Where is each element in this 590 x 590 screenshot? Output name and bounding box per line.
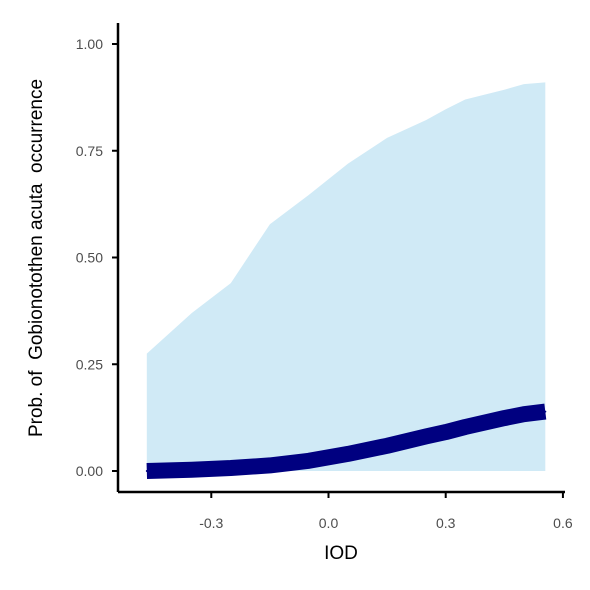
series-point — [347, 452, 349, 455]
series-point — [544, 410, 547, 413]
plot-area — [145, 82, 547, 479]
ticks: -0.3 0.0 0.3 0.6 0.00 0.25 0.50 0.75 1.00 — [76, 36, 573, 531]
x-tick-label: 0.6 — [553, 515, 573, 531]
y-tick-label: 0.50 — [76, 250, 103, 266]
series-point — [386, 444, 389, 447]
y-tick-label: 0.75 — [76, 143, 103, 159]
series-point — [464, 426, 467, 428]
y-tick-label: 0.00 — [76, 463, 103, 479]
series-point — [522, 413, 525, 416]
x-tick-label: -0.3 — [199, 515, 223, 531]
y-axis-title: Prob. of Gobionotothen acuta occurrence — [26, 79, 47, 437]
y-tick-label: 0.25 — [76, 356, 103, 372]
confidence-ribbon — [146, 82, 546, 472]
series-point — [190, 468, 193, 471]
y-tick-label: 1.00 — [76, 36, 103, 52]
x-tick-label: 0.0 — [319, 515, 339, 531]
series-point — [268, 464, 271, 467]
series-point — [145, 470, 148, 472]
series-point — [503, 417, 506, 420]
series-point — [425, 435, 428, 438]
series-point — [308, 459, 310, 462]
series-point — [444, 431, 447, 434]
x-tick-label: 0.3 — [436, 515, 456, 531]
x-axis-title: IOD — [324, 543, 358, 564]
series-point — [229, 467, 232, 469]
